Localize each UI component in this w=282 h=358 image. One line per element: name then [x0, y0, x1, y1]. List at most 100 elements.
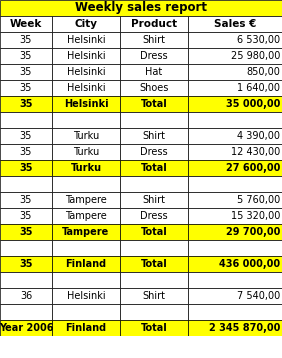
- Bar: [52, 16, 120, 32]
- Bar: [188, 16, 282, 32]
- Bar: [52, 176, 120, 192]
- Bar: [120, 208, 188, 224]
- Text: Shirt: Shirt: [142, 195, 166, 205]
- Text: Total: Total: [141, 323, 168, 333]
- Bar: [52, 64, 120, 80]
- Bar: [0, 288, 52, 304]
- Text: Hat: Hat: [146, 67, 163, 77]
- Bar: [0, 272, 52, 288]
- Text: Turku: Turku: [73, 147, 99, 157]
- Bar: [0, 48, 52, 64]
- Text: 35: 35: [19, 259, 33, 269]
- Bar: [188, 80, 282, 96]
- Bar: [188, 192, 282, 208]
- Bar: [0, 240, 52, 256]
- Bar: [120, 304, 188, 320]
- Bar: [52, 288, 120, 304]
- Text: Tampere: Tampere: [65, 211, 107, 221]
- Text: Sales €: Sales €: [214, 19, 256, 29]
- Bar: [120, 96, 188, 112]
- Text: Tampere: Tampere: [62, 227, 110, 237]
- Text: 35: 35: [20, 51, 32, 61]
- Bar: [188, 208, 282, 224]
- Text: 35: 35: [19, 99, 33, 109]
- Bar: [0, 320, 52, 336]
- Text: 35: 35: [19, 227, 33, 237]
- Text: Product: Product: [131, 19, 177, 29]
- Bar: [0, 208, 52, 224]
- Bar: [120, 176, 188, 192]
- Bar: [52, 48, 120, 64]
- Bar: [120, 64, 188, 80]
- Bar: [120, 256, 188, 272]
- Bar: [188, 144, 282, 160]
- Bar: [188, 224, 282, 240]
- Bar: [52, 320, 120, 336]
- Bar: [120, 224, 188, 240]
- Bar: [52, 80, 120, 96]
- Bar: [52, 96, 120, 112]
- Bar: [52, 128, 120, 144]
- Bar: [0, 224, 52, 240]
- Text: 2 345 870,00: 2 345 870,00: [209, 323, 280, 333]
- Bar: [120, 80, 188, 96]
- Text: Shirt: Shirt: [142, 291, 166, 301]
- Bar: [188, 240, 282, 256]
- Bar: [120, 16, 188, 32]
- Text: Shirt: Shirt: [142, 131, 166, 141]
- Bar: [188, 304, 282, 320]
- Text: Weekly sales report: Weekly sales report: [75, 1, 207, 15]
- Text: Finland: Finland: [65, 259, 107, 269]
- Text: 7 540,00: 7 540,00: [237, 291, 280, 301]
- Text: 850,00: 850,00: [246, 67, 280, 77]
- Bar: [0, 32, 52, 48]
- Bar: [188, 160, 282, 176]
- Text: Dress: Dress: [140, 211, 168, 221]
- Text: Total: Total: [141, 227, 168, 237]
- Bar: [52, 208, 120, 224]
- Bar: [0, 64, 52, 80]
- Bar: [52, 256, 120, 272]
- Bar: [0, 16, 52, 32]
- Text: 35: 35: [20, 147, 32, 157]
- Text: 15 320,00: 15 320,00: [231, 211, 280, 221]
- Text: 29 700,00: 29 700,00: [226, 227, 280, 237]
- Bar: [0, 176, 52, 192]
- Text: Week: Week: [10, 19, 42, 29]
- Bar: [188, 128, 282, 144]
- Bar: [52, 192, 120, 208]
- Text: Helsinki: Helsinki: [67, 291, 105, 301]
- Bar: [0, 96, 52, 112]
- Text: 35: 35: [20, 67, 32, 77]
- Text: Finland: Finland: [65, 323, 107, 333]
- Bar: [120, 320, 188, 336]
- Bar: [120, 48, 188, 64]
- Bar: [188, 48, 282, 64]
- Text: 35: 35: [19, 163, 33, 173]
- Text: City: City: [74, 19, 98, 29]
- Text: 4 390,00: 4 390,00: [237, 131, 280, 141]
- Bar: [188, 272, 282, 288]
- Bar: [188, 32, 282, 48]
- Text: 436 000,00: 436 000,00: [219, 259, 280, 269]
- Bar: [0, 304, 52, 320]
- Text: 6 530,00: 6 530,00: [237, 35, 280, 45]
- Text: Helsinki: Helsinki: [67, 83, 105, 93]
- Bar: [0, 192, 52, 208]
- Bar: [52, 144, 120, 160]
- Text: 1 640,00: 1 640,00: [237, 83, 280, 93]
- Bar: [120, 192, 188, 208]
- Text: Year 2006: Year 2006: [0, 323, 53, 333]
- Bar: [0, 160, 52, 176]
- Bar: [120, 272, 188, 288]
- Text: 35 000,00: 35 000,00: [226, 99, 280, 109]
- Text: 5 760,00: 5 760,00: [237, 195, 280, 205]
- Bar: [120, 144, 188, 160]
- Text: Total: Total: [141, 163, 168, 173]
- Text: 35: 35: [20, 131, 32, 141]
- Bar: [0, 80, 52, 96]
- Bar: [188, 320, 282, 336]
- Text: 35: 35: [20, 83, 32, 93]
- Bar: [120, 160, 188, 176]
- Bar: [0, 0, 282, 16]
